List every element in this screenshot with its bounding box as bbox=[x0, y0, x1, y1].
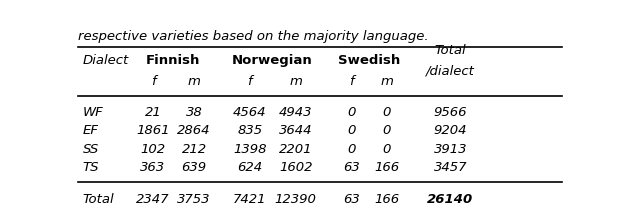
Text: 0: 0 bbox=[383, 143, 391, 156]
Text: m: m bbox=[188, 75, 200, 88]
Text: 26140: 26140 bbox=[427, 193, 474, 206]
Text: 12390: 12390 bbox=[275, 193, 316, 206]
Text: 0: 0 bbox=[347, 124, 356, 137]
Text: 363: 363 bbox=[140, 161, 165, 174]
Text: Swedish: Swedish bbox=[338, 54, 400, 67]
Text: Total: Total bbox=[434, 44, 466, 57]
Text: 3913: 3913 bbox=[434, 143, 467, 156]
Text: f: f bbox=[349, 75, 354, 88]
Text: 1602: 1602 bbox=[279, 161, 313, 174]
Text: 0: 0 bbox=[347, 106, 356, 119]
Text: 7421: 7421 bbox=[233, 193, 266, 206]
Text: /dialect: /dialect bbox=[426, 65, 475, 78]
Text: 0: 0 bbox=[383, 124, 391, 137]
Text: EF: EF bbox=[83, 124, 99, 137]
Text: 0: 0 bbox=[383, 106, 391, 119]
Text: 2347: 2347 bbox=[136, 193, 170, 206]
Text: respective varieties based on the majority language.: respective varieties based on the majori… bbox=[78, 30, 429, 43]
Text: TS: TS bbox=[83, 161, 99, 174]
Text: 0: 0 bbox=[347, 143, 356, 156]
Text: Finnish: Finnish bbox=[146, 54, 200, 67]
Text: 21: 21 bbox=[145, 106, 162, 119]
Text: 63: 63 bbox=[343, 193, 359, 206]
Text: 4564: 4564 bbox=[233, 106, 266, 119]
Text: 2864: 2864 bbox=[177, 124, 211, 137]
Text: 9204: 9204 bbox=[434, 124, 467, 137]
Text: SS: SS bbox=[83, 143, 99, 156]
Text: 38: 38 bbox=[186, 106, 202, 119]
Text: 4943: 4943 bbox=[279, 106, 313, 119]
Text: 1398: 1398 bbox=[233, 143, 266, 156]
Text: 3457: 3457 bbox=[434, 161, 467, 174]
Text: f: f bbox=[150, 75, 155, 88]
Text: m: m bbox=[289, 75, 302, 88]
Text: WF: WF bbox=[83, 106, 104, 119]
Text: 9566: 9566 bbox=[434, 106, 467, 119]
Text: 212: 212 bbox=[182, 143, 207, 156]
Text: 166: 166 bbox=[374, 161, 399, 174]
Text: 1861: 1861 bbox=[136, 124, 170, 137]
Text: 102: 102 bbox=[140, 143, 165, 156]
Text: 3644: 3644 bbox=[279, 124, 313, 137]
Text: 835: 835 bbox=[237, 124, 262, 137]
Text: 2201: 2201 bbox=[279, 143, 313, 156]
Text: 639: 639 bbox=[182, 161, 207, 174]
Text: f: f bbox=[247, 75, 252, 88]
Text: Norwegian: Norwegian bbox=[232, 54, 313, 67]
Text: 3753: 3753 bbox=[177, 193, 211, 206]
Text: 624: 624 bbox=[237, 161, 262, 174]
Text: m: m bbox=[380, 75, 393, 88]
Text: Dialect: Dialect bbox=[83, 54, 129, 67]
Text: 63: 63 bbox=[343, 161, 359, 174]
Text: Total: Total bbox=[83, 193, 114, 206]
Text: 166: 166 bbox=[374, 193, 399, 206]
